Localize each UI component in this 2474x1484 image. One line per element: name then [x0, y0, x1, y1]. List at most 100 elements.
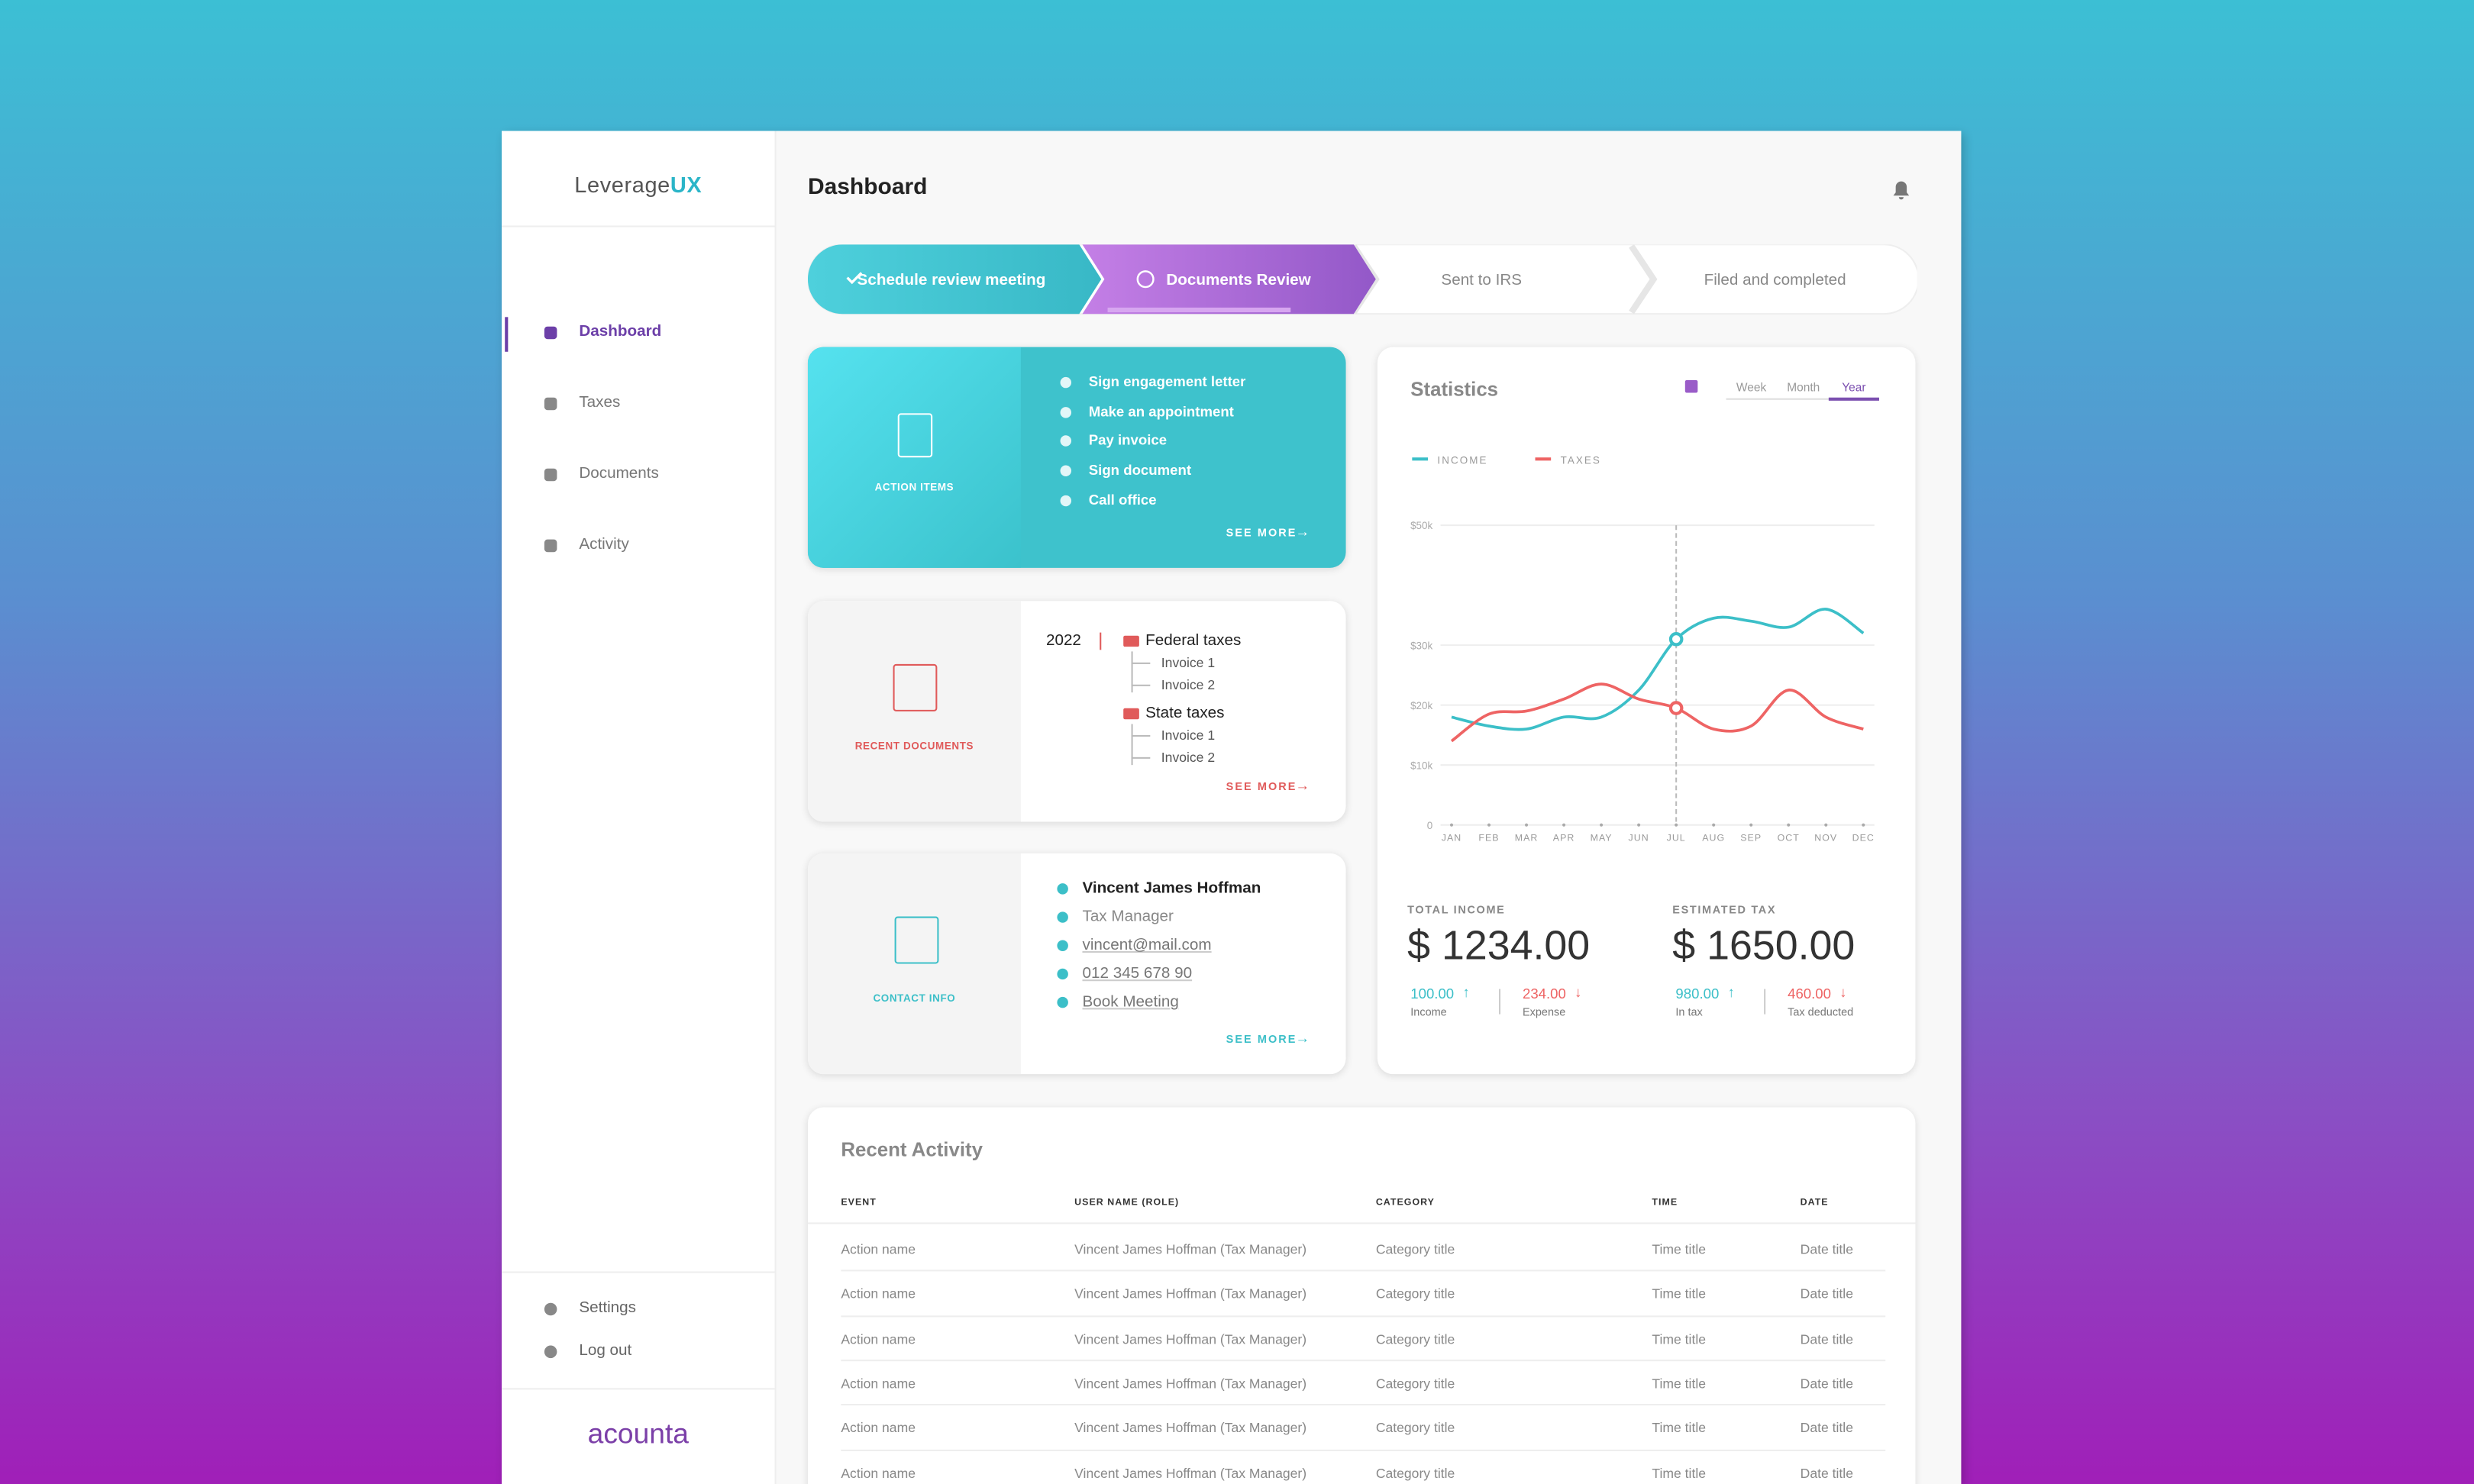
- table-cell: Action name: [841, 1420, 916, 1436]
- header-rule: [807, 1222, 1916, 1224]
- highlight-point: [1668, 701, 1684, 715]
- stat-value: 100.00: [1410, 986, 1455, 1002]
- item-icon: [1060, 465, 1072, 477]
- table-cell: Vincent James Hoffman (Tax Manager): [1074, 1241, 1307, 1257]
- contact-phone[interactable]: 012 345 678 90: [1082, 965, 1193, 983]
- x-tick-label: DEC: [1852, 832, 1875, 843]
- arrow: →: [1295, 1030, 1310, 1046]
- period-tab[interactable]: Month: [1787, 381, 1820, 394]
- table-cell: Date title: [1800, 1375, 1853, 1392]
- item-icon: [1060, 495, 1072, 506]
- x-tick-dot: [1787, 823, 1791, 827]
- logo-prefix: Leverage: [574, 172, 670, 198]
- table-cell: Category title: [1375, 1241, 1455, 1257]
- action-item[interactable]: Sign engagement letter: [1088, 373, 1246, 390]
- chart-title: Statistics: [1410, 379, 1498, 401]
- table-cell: Action name: [841, 1331, 916, 1347]
- x-tick-label: JAN: [1442, 832, 1461, 843]
- step-label: Filed and completed: [1704, 271, 1846, 289]
- chevron: [1629, 244, 1658, 315]
- logo: LeverageUX: [502, 172, 774, 197]
- total-label: TOTAL INCOME: [1407, 905, 1506, 917]
- see-more[interactable]: SEE MORE: [1226, 1034, 1297, 1046]
- stat-value: 234.00: [1522, 986, 1566, 1002]
- period-tab[interactable]: Year: [1842, 381, 1865, 394]
- footer-nav-item[interactable]: Log out: [579, 1342, 632, 1360]
- nav-item[interactable]: Documents: [579, 465, 659, 483]
- tree-branch: [1131, 734, 1151, 737]
- action-item[interactable]: Sign document: [1088, 462, 1192, 479]
- contact-email[interactable]: vincent@mail.com: [1082, 937, 1212, 955]
- table-cell: Date title: [1800, 1420, 1853, 1436]
- table-cell: Vincent James Hoffman (Tax Manager): [1074, 1331, 1307, 1347]
- y-tick-label: $30k: [1410, 640, 1432, 651]
- y-tick-label: 0: [1427, 820, 1432, 831]
- tree-branch: [1131, 757, 1151, 759]
- section-title: Recent Activity: [841, 1138, 983, 1161]
- card-side: [807, 853, 1021, 1075]
- y-tick-label: $50k: [1410, 520, 1432, 531]
- stat-arrow: ↑: [1727, 984, 1735, 1001]
- action-item[interactable]: Make an appointment: [1088, 403, 1234, 419]
- doc-icon: [897, 413, 933, 458]
- contact-icon: [1057, 911, 1068, 923]
- total-amount: $ 1650.00: [1672, 921, 1856, 969]
- step-label: Schedule review meeting: [858, 271, 1046, 289]
- table-cell: Time title: [1652, 1375, 1707, 1392]
- period-tab[interactable]: Week: [1736, 381, 1767, 394]
- folder-icon: [1123, 708, 1139, 720]
- footer-nav-item[interactable]: Settings: [579, 1299, 637, 1318]
- file-name[interactable]: Invoice 2: [1161, 749, 1216, 766]
- page-title: Dashboard: [807, 175, 928, 201]
- contact-action[interactable]: Book Meeting: [1082, 993, 1179, 1011]
- file-name[interactable]: Invoice 2: [1161, 676, 1216, 693]
- highlight-point: [1668, 631, 1684, 647]
- legend-label: INCOME: [1437, 454, 1487, 466]
- table-cell: Category title: [1375, 1286, 1455, 1302]
- table-cell: Vincent James Hoffman (Tax Manager): [1074, 1464, 1307, 1481]
- nav-item[interactable]: Taxes: [579, 394, 621, 412]
- brand: acounta: [587, 1418, 690, 1450]
- nav-item[interactable]: Dashboard: [579, 323, 662, 341]
- divider: [502, 1271, 775, 1273]
- step-done[interactable]: [807, 244, 1102, 315]
- step-active[interactable]: [1082, 244, 1376, 315]
- table-cell: Category title: [1375, 1420, 1455, 1436]
- action-item[interactable]: Call office: [1088, 492, 1157, 508]
- stat-arrow: ↑: [1462, 984, 1470, 1001]
- stat-divider: [1764, 989, 1766, 1015]
- step-label: Documents Review: [1166, 271, 1311, 289]
- column-header: CATEGORY: [1375, 1198, 1435, 1208]
- column-header: DATE: [1800, 1198, 1829, 1208]
- divider: [502, 1388, 775, 1390]
- statistics-card: Statistics Week Month Year INCOME TAXES 0 $10k $…: [1377, 347, 1916, 1075]
- legend-label: TAXES: [1561, 454, 1601, 466]
- table-cell: Date title: [1800, 1286, 1853, 1302]
- stat-arrow: ↓: [1839, 984, 1847, 1001]
- folder-name[interactable]: Federal taxes: [1145, 632, 1242, 650]
- x-tick-dot: [1637, 823, 1641, 827]
- x-tick-dot: [1862, 823, 1865, 827]
- tree-line: [1131, 724, 1133, 766]
- x-tick-dot: [1824, 823, 1828, 827]
- row-rule: [841, 1448, 1886, 1450]
- active-indicator: [505, 317, 509, 352]
- file-name[interactable]: Invoice 1: [1161, 654, 1216, 671]
- folder-name[interactable]: State taxes: [1145, 705, 1225, 723]
- tree-branch: [1131, 662, 1151, 664]
- file-name[interactable]: Invoice 1: [1161, 727, 1216, 744]
- column-header: TIME: [1652, 1198, 1678, 1208]
- action-item[interactable]: Pay invoice: [1088, 432, 1168, 449]
- see-more[interactable]: SEE MORE: [1226, 528, 1297, 540]
- bell-icon[interactable]: [1891, 180, 1910, 201]
- recent-activity-card: Recent Activity EVENT USER NAME (ROLE) CATE…: [807, 1107, 1916, 1484]
- contact-icon: [1057, 940, 1068, 951]
- card-side: [807, 601, 1021, 822]
- app-window: LeverageUX acounta Dashboard Taxes Documen…: [502, 131, 1962, 1484]
- see-more[interactable]: SEE MORE: [1226, 782, 1297, 794]
- x-tick-dot: [1487, 823, 1491, 827]
- nav-item[interactable]: Activity: [579, 536, 629, 554]
- x-tick-label: SEP: [1740, 832, 1762, 843]
- contact-info-card: CONTACT INFO Vincent James Hoffman Tax Man…: [807, 853, 1346, 1075]
